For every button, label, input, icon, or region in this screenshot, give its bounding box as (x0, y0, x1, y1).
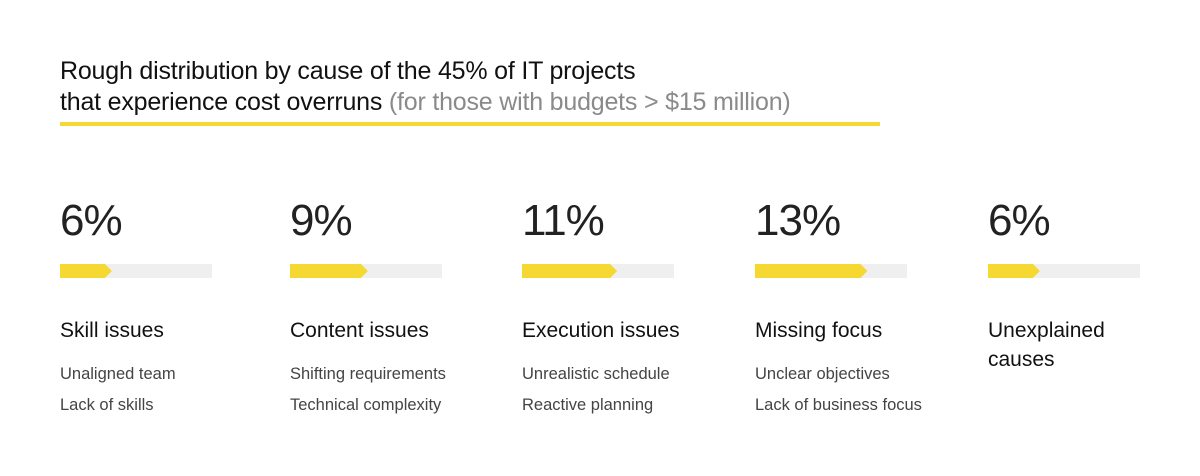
cause-heading: Unexplained causes (988, 319, 1105, 371)
title-line-2: that experience cost overruns (for those… (60, 87, 791, 118)
cause-heading: Content issues (290, 319, 429, 342)
title-underline (60, 122, 880, 126)
bar-fill (522, 264, 617, 278)
cause-heading: Missing focus (755, 319, 883, 342)
cause-heading: Skill issues (60, 319, 164, 342)
title-line-1: Rough distribution by cause of the 45% o… (60, 57, 636, 85)
percent-label: 6% (988, 196, 1051, 245)
title-main: that experience cost overruns (60, 88, 383, 116)
bar-fill (290, 264, 368, 278)
bar-fill (988, 264, 1040, 278)
cause-column: 6% Skill issues Unaligned team Lack of ski… (60, 196, 260, 421)
cause-column: 6% Unexplained causes (988, 196, 1188, 388)
cause-detail: Lack of skills (60, 396, 154, 414)
bar-track (522, 264, 674, 278)
percent-label: 11% (522, 196, 605, 245)
percent-label: 13% (755, 196, 841, 245)
bar-track (290, 264, 442, 278)
cause-detail: Unrealistic schedule (522, 365, 670, 383)
cause-detail: Technical complexity (290, 396, 442, 414)
bar-fill (755, 264, 867, 278)
bar-track (755, 264, 907, 278)
bar-track (988, 264, 1140, 278)
cause-heading: Execution issues (522, 319, 680, 342)
cause-column: 11% Execution issues Unrealistic schedule… (522, 196, 722, 421)
title-subtitle: (for those with budgets > $15 million) (388, 88, 791, 116)
cause-detail: Shifting requirements (290, 365, 446, 383)
percent-label: 9% (290, 196, 353, 245)
cause-column: 9% Content issues Shifting requirements Te… (290, 196, 490, 421)
bar-track (60, 264, 212, 278)
chart-title: Rough distribution by cause of the 45% o… (60, 56, 791, 118)
cause-detail: Reactive planning (522, 396, 654, 414)
cause-detail: Lack of business focus (755, 396, 922, 414)
cause-detail: Unaligned team (60, 365, 176, 383)
cause-column: 13% Missing focus Unclear objectives Lack … (755, 196, 955, 421)
percent-label: 6% (60, 196, 123, 245)
bar-fill (60, 264, 112, 278)
cause-detail: Unclear objectives (755, 365, 890, 383)
